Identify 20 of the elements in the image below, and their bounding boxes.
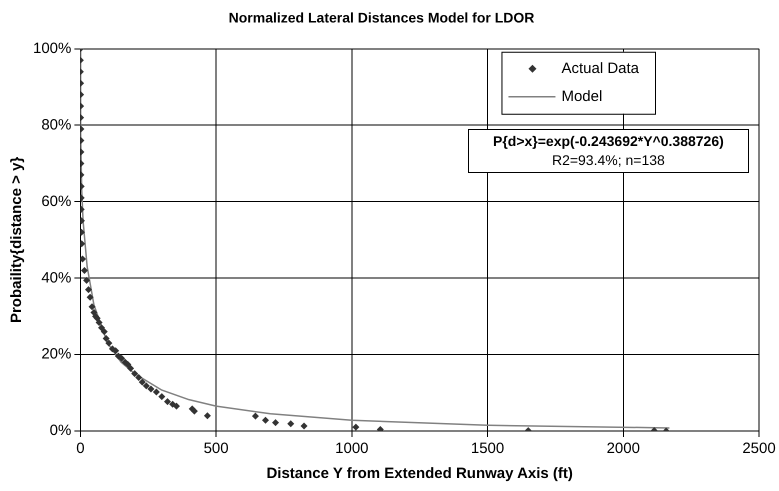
legend-label: Actual Data: [561, 60, 640, 77]
y-tick-label: 100%: [32, 40, 72, 57]
legend-label: Model: [561, 88, 602, 105]
x-tick-label: 0: [76, 440, 85, 458]
x-axis-title: Distance Y from Extended Runway Axis (ft): [266, 465, 573, 482]
annotation: P{d>x}=exp(-0.243692*Y^0.388726): [493, 132, 724, 151]
equation-box: P{d>x}=exp(-0.243692*Y^0.388726) R2=93.4%; n=138: [468, 128, 749, 173]
chart-title: Normalized Lateral Distances Model for LDOR: [228, 9, 534, 26]
y-tick-label: 40%: [41, 269, 72, 286]
x-tick-label: 1500: [470, 440, 504, 458]
y-axis-title: Probaility{distance > y}: [8, 156, 26, 324]
y-tick-label: 60%: [41, 192, 72, 210]
x-tick-label: 2500: [742, 440, 776, 458]
annotation: R2=93.4%; n=138: [550, 150, 666, 170]
x-tick-label: 500: [204, 440, 229, 458]
y-tick-label: 0%: [50, 422, 72, 440]
y-tick-label: 80%: [41, 116, 72, 134]
x-tick-label: 2000: [606, 440, 640, 458]
x-tick-label: 1000: [335, 440, 369, 458]
y-tick-label: 20%: [41, 346, 72, 363]
